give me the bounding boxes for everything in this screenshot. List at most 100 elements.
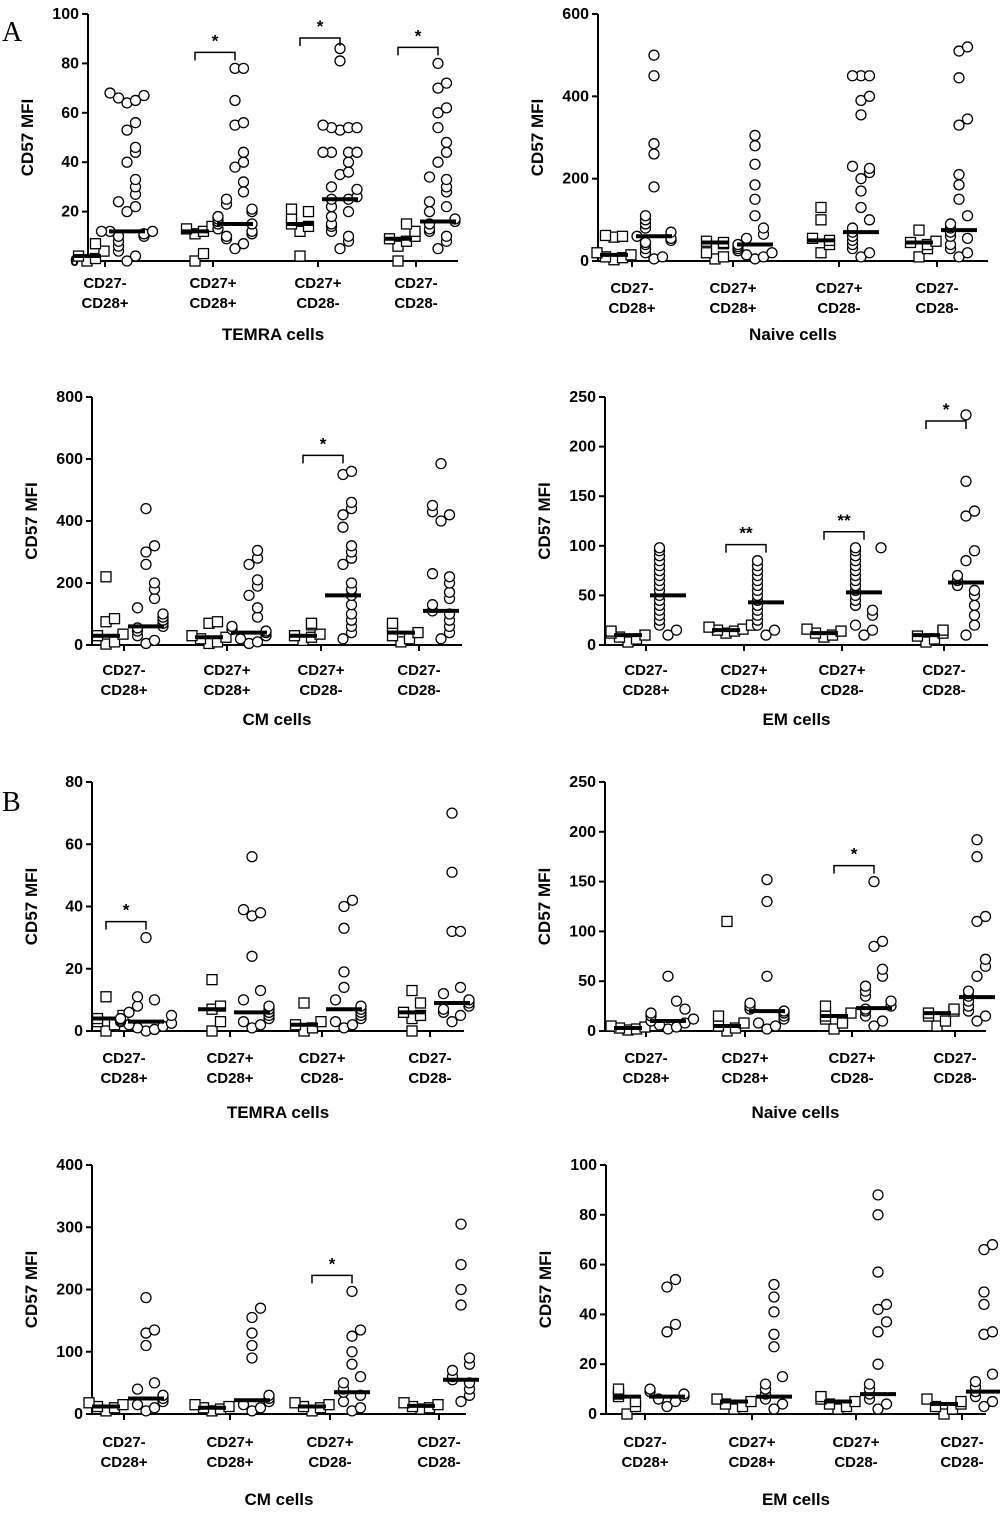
circle-point	[112, 196, 125, 208]
circle-point	[455, 1299, 467, 1311]
x-category-label: CD27-	[624, 1050, 667, 1067]
circle-point	[968, 505, 981, 517]
y-axis-label: CD57 MFI	[18, 99, 37, 176]
square-point	[700, 247, 713, 259]
circle-point	[263, 1000, 275, 1012]
circle-point	[855, 173, 867, 185]
circle-point	[337, 1377, 350, 1389]
circle-point	[114, 1012, 127, 1025]
circle-point	[440, 146, 453, 158]
y-axis-label: CD57 MFI	[528, 99, 547, 176]
circle-point	[317, 146, 329, 158]
circle-point	[254, 907, 267, 919]
circle-point	[148, 994, 161, 1006]
significance-label: *	[415, 26, 422, 45]
circle-point	[876, 935, 889, 948]
circle-point	[129, 173, 142, 186]
circle-point	[229, 94, 241, 107]
significance-label: *	[317, 17, 324, 36]
panel-label-a: A	[2, 17, 23, 48]
circle-point	[863, 70, 876, 82]
circle-point	[237, 186, 250, 198]
circle-point	[968, 609, 981, 621]
square-point	[845, 1007, 857, 1019]
circle-point	[237, 146, 250, 158]
y-axis-label: CD57 MFI	[22, 868, 41, 945]
circle-point	[670, 624, 683, 636]
circle-point	[979, 953, 992, 965]
circle-point	[165, 1009, 178, 1022]
chart-panel: 0 50 100 150 200 250 CD57 MFI CD27- CD28+ CD27+ CD…	[535, 389, 988, 729]
circle-point	[237, 62, 250, 74]
x-category-label: CD28-	[834, 1454, 877, 1471]
circle-point	[354, 1324, 367, 1336]
square-point	[409, 225, 421, 238]
y-tick-label: 100	[569, 923, 596, 940]
x-category-label: CD28-	[308, 1454, 351, 1471]
circle-point	[761, 970, 773, 982]
square-point	[302, 205, 315, 218]
square-point	[206, 1025, 218, 1037]
circle-point	[148, 592, 161, 605]
y-tick-label: 0	[74, 1406, 83, 1423]
square-point	[913, 224, 925, 236]
x-category-label: CD27-	[394, 275, 437, 292]
circle-point	[687, 1013, 700, 1025]
x-category-label: CD27+	[720, 662, 767, 679]
y-tick-label: 0	[580, 253, 589, 270]
square-point	[414, 997, 427, 1009]
y-tick-label: 100	[56, 1344, 83, 1361]
chart-panel: 0 20 40 60 80 100 CD57 MFI CD27- CD28+ CD27+ CD28+…	[536, 1157, 1000, 1509]
y-axis-label: CD57 MFI	[22, 482, 41, 559]
circle-point	[121, 205, 133, 218]
square-point	[197, 247, 210, 260]
circle-point	[220, 230, 233, 242]
circle-point	[440, 230, 453, 242]
circle-point	[978, 1244, 990, 1256]
significance-label: **	[739, 524, 753, 543]
circle-point	[148, 634, 161, 646]
circle-point	[345, 599, 358, 611]
circle-point	[761, 895, 773, 908]
circle-point	[670, 995, 683, 1007]
square-point	[913, 251, 925, 263]
x-category-label: CD27-	[102, 662, 145, 679]
x-category-label: CD27-	[933, 1050, 976, 1067]
x-category-label: CD28+	[189, 295, 236, 312]
y-tick-label: 80	[579, 1207, 597, 1224]
circle-point	[345, 540, 358, 552]
circle-point	[237, 156, 250, 168]
square-point	[929, 1400, 942, 1413]
significance-bracket	[105, 920, 147, 930]
circle-point	[749, 129, 761, 142]
square-point	[948, 1003, 960, 1015]
chart-panel: 0 50 100 150 200 250 CD57 MFI CD27- CD28+ CD27+ CD…	[535, 774, 995, 1122]
square-point	[214, 1016, 227, 1028]
circle-point	[338, 981, 350, 994]
circle-point	[104, 87, 116, 99]
square-point	[400, 218, 413, 230]
circle-point	[334, 242, 346, 255]
square-point	[939, 1015, 952, 1027]
circle-point	[744, 997, 756, 1009]
square-point	[738, 1017, 750, 1029]
square-point	[406, 984, 418, 997]
circle-point	[446, 807, 458, 819]
y-tick-label: 400	[56, 1157, 83, 1174]
square-point	[616, 230, 629, 242]
circle-point	[237, 176, 250, 188]
circle-point	[863, 162, 876, 175]
circle-point	[140, 558, 152, 571]
circle-point	[961, 41, 974, 53]
circle-point	[455, 1218, 467, 1230]
circle-point	[644, 1383, 656, 1395]
circle-point	[859, 980, 872, 992]
significance-bracket	[311, 1274, 353, 1284]
circle-point	[443, 509, 456, 521]
circle-point	[437, 1003, 450, 1015]
circle-point	[329, 1016, 342, 1028]
circle-point	[863, 214, 876, 226]
circle-point	[979, 910, 992, 923]
y-tick-label: 250	[569, 389, 596, 406]
circle-point	[234, 633, 247, 645]
